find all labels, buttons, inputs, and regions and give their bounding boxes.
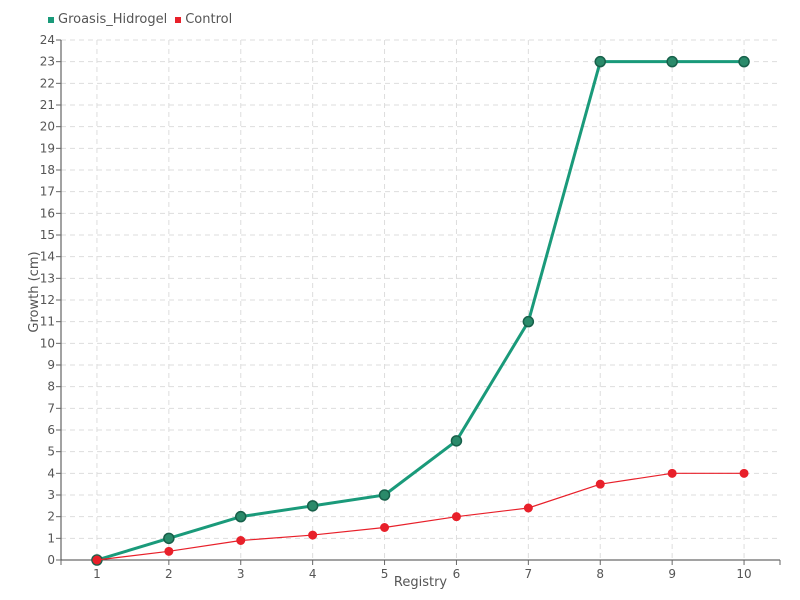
y-tick-label: 6: [47, 423, 55, 437]
y-axis-title: Growth (cm): [27, 251, 42, 332]
x-tick-label: 10: [736, 567, 751, 581]
data-point-control[interactable]: [164, 546, 174, 556]
legend-swatch-control: [175, 16, 182, 23]
legend-item-control[interactable]: Control: [175, 12, 232, 27]
y-tick-label: 24: [40, 33, 55, 47]
x-tick-label: 8: [596, 567, 604, 581]
x-axis-ticks: 1 2 3 4 5 6 7 8 9 10: [60, 560, 781, 581]
y-tick-label: 11: [40, 315, 55, 329]
data-point-groasis-hidrogel[interactable]: [522, 315, 535, 328]
x-tick-label: 6: [453, 567, 461, 581]
legend-label-groasis-hidrogel: Groasis_Hidrogel: [58, 12, 168, 27]
data-point-groasis-hidrogel[interactable]: [666, 55, 678, 68]
data-point-control[interactable]: [380, 523, 390, 532]
y-tick-label: 9: [47, 358, 55, 372]
x-tick-label: 9: [668, 567, 676, 581]
y-tick-label: 4: [47, 466, 55, 480]
x-tick-label: 1: [93, 567, 101, 581]
y-tick-label: 8: [47, 380, 55, 394]
x-tick-label: 5: [381, 567, 389, 581]
data-point-control[interactable]: [92, 555, 102, 565]
data-point-control[interactable]: [451, 512, 461, 522]
grid-lines: [61, 39, 780, 560]
legend-label-control: Control: [185, 12, 233, 27]
series-line-groasis-hidrogel: [96, 60, 745, 562]
y-tick-label: 23: [40, 55, 55, 69]
x-tick-label: 4: [309, 567, 317, 581]
x-axis-title: Registry: [394, 575, 448, 590]
data-point-control[interactable]: [595, 479, 605, 489]
y-tick-label: 13: [40, 271, 55, 285]
data-point-control[interactable]: [667, 468, 677, 478]
y-tick-label: 19: [40, 141, 55, 155]
x-tick-label: 2: [165, 567, 173, 581]
y-tick-label: 17: [40, 185, 55, 199]
data-point-groasis-hidrogel[interactable]: [235, 510, 247, 523]
y-tick-label: 7: [47, 401, 55, 415]
data-point-control[interactable]: [523, 503, 533, 513]
series-line-control: [96, 472, 745, 561]
data-point-groasis-hidrogel[interactable]: [738, 55, 750, 68]
data-point-groasis-hidrogel[interactable]: [594, 55, 606, 68]
y-tick-label: 22: [40, 76, 55, 90]
y-tick-label: 15: [40, 228, 55, 242]
y-tick-label: 2: [47, 510, 55, 524]
x-tick-label: 3: [237, 567, 245, 581]
y-tick-label: 3: [47, 488, 55, 502]
y-tick-label: 14: [40, 250, 55, 264]
data-point-control[interactable]: [236, 536, 246, 545]
data-point-groasis-hidrogel[interactable]: [163, 532, 175, 545]
legend-item-groasis-hidrogel[interactable]: Groasis_Hidrogel: [48, 12, 167, 27]
y-tick-label: 16: [40, 206, 55, 220]
data-point-groasis-hidrogel[interactable]: [378, 489, 391, 501]
data-point-control[interactable]: [739, 468, 749, 478]
chart-legend: Groasis_Hidrogel Control: [48, 12, 232, 27]
y-tick-label: 10: [40, 336, 55, 350]
y-tick-label: 12: [40, 293, 55, 307]
y-tick-label: 20: [40, 120, 55, 134]
y-tick-label: 18: [40, 163, 55, 177]
x-tick-label: 7: [525, 567, 533, 581]
y-tick-label: 5: [47, 445, 55, 459]
data-point-control[interactable]: [308, 530, 318, 540]
y-tick-label: 21: [40, 98, 55, 112]
data-point-groasis-hidrogel[interactable]: [306, 500, 319, 512]
data-point-groasis-hidrogel[interactable]: [450, 435, 463, 447]
legend-swatch-groasis-hidrogel: [48, 16, 54, 23]
y-tick-label: 1: [47, 531, 55, 545]
y-tick-label: 0: [47, 553, 55, 567]
series-group: [91, 55, 750, 566]
